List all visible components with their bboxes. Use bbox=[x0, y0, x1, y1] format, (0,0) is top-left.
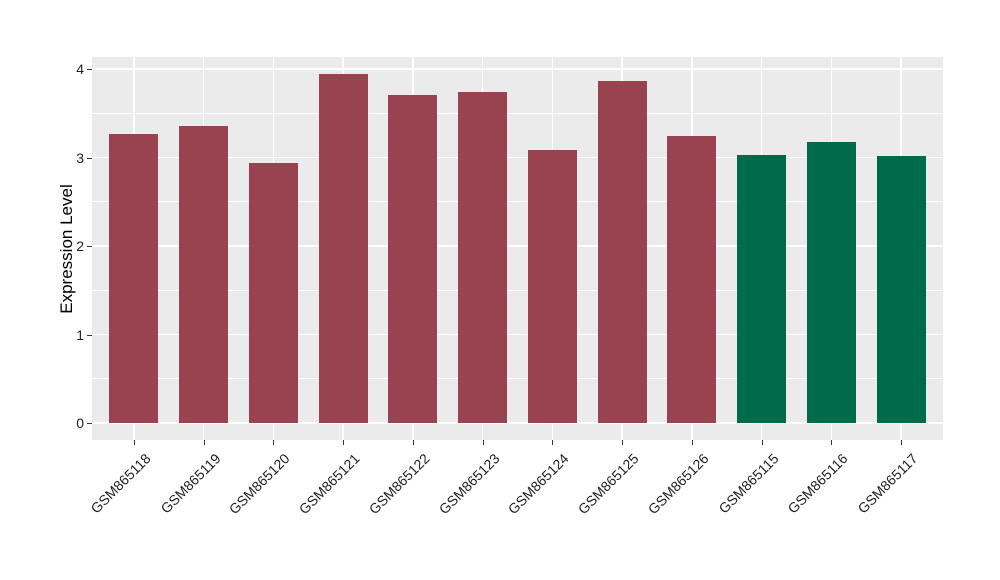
bar-GSM865116 bbox=[806, 141, 856, 423]
x-tick-mark bbox=[203, 440, 205, 445]
y-tick-label: 4 bbox=[76, 61, 84, 77]
plot-panel bbox=[92, 57, 943, 440]
minor-gridline bbox=[92, 201, 943, 203]
bar-GSM865118 bbox=[109, 133, 159, 423]
y-tick-label: 1 bbox=[76, 326, 84, 343]
x-tick-mark bbox=[412, 440, 414, 445]
x-tick-mark bbox=[552, 440, 554, 445]
x-tick-mark bbox=[831, 440, 833, 445]
y-tick-mark bbox=[87, 423, 92, 424]
y-tick-label: 2 bbox=[76, 238, 84, 254]
y-tick-mark bbox=[87, 334, 92, 336]
bar-GSM865123 bbox=[458, 92, 508, 423]
y-tick-label: 0 bbox=[76, 415, 84, 431]
major-gridline bbox=[92, 333, 943, 336]
bar-GSM865125 bbox=[597, 80, 647, 423]
x-tick-mark bbox=[691, 440, 693, 445]
bar-GSM865117 bbox=[876, 155, 926, 423]
bar-GSM865115 bbox=[737, 154, 787, 423]
major-gridline bbox=[92, 422, 943, 424]
x-tick-mark bbox=[133, 440, 135, 445]
y-tick-mark bbox=[87, 69, 92, 70]
x-tick-mark bbox=[901, 440, 903, 445]
major-gridline bbox=[92, 245, 943, 247]
bar-GSM865126 bbox=[667, 136, 717, 423]
x-tick-mark bbox=[761, 440, 763, 445]
minor-gridline bbox=[92, 289, 943, 291]
x-tick-mark bbox=[482, 440, 484, 445]
y-tick-mark bbox=[87, 157, 92, 159]
x-tick-mark bbox=[273, 440, 275, 445]
bar-GSM865124 bbox=[527, 149, 577, 423]
major-gridline bbox=[92, 68, 943, 70]
bar-GSM865119 bbox=[179, 125, 228, 423]
minor-gridline bbox=[92, 378, 943, 380]
y-tick-label: 3 bbox=[76, 149, 84, 166]
major-gridline bbox=[92, 156, 943, 159]
bar-GSM865120 bbox=[248, 162, 298, 423]
x-tick-mark bbox=[622, 440, 624, 445]
minor-gridline bbox=[92, 112, 943, 114]
bar-GSM865122 bbox=[388, 94, 438, 423]
x-tick-mark bbox=[343, 440, 345, 445]
y-tick-mark bbox=[87, 246, 92, 247]
bar-GSM865121 bbox=[318, 74, 368, 423]
